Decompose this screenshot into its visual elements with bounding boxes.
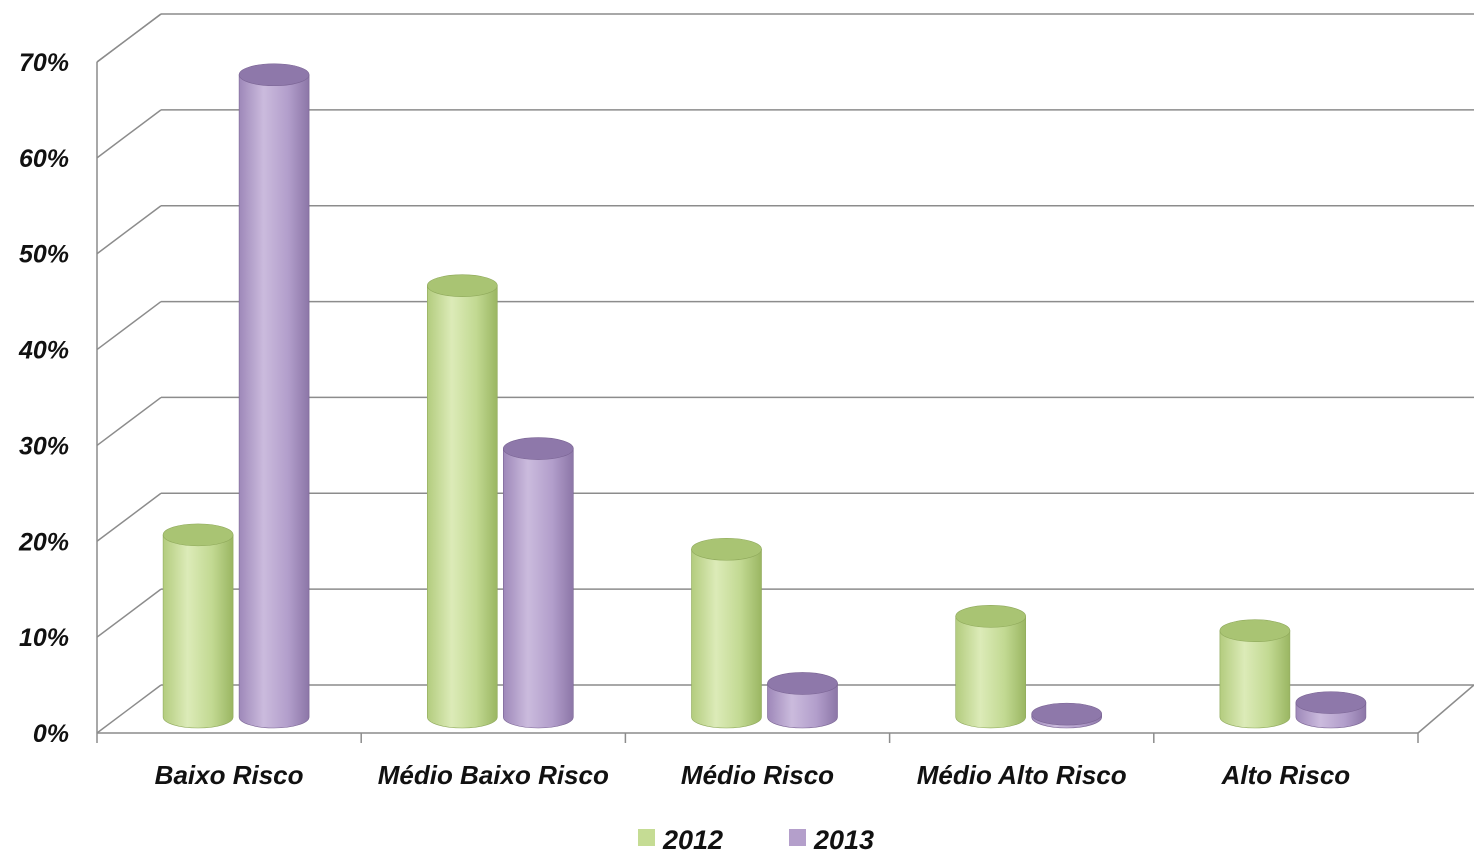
- gridline-side: [96, 396, 162, 447]
- bar-2013-0: [238, 63, 310, 729]
- bar-body: [691, 548, 762, 729]
- legend-item-2013: 2013: [789, 825, 874, 852]
- bar-2012-0: [162, 523, 234, 729]
- legend-label: 2013: [813, 825, 874, 852]
- y-tick-label: 70%: [19, 49, 69, 77]
- bar-2012-3: [955, 605, 1027, 729]
- bar-2013-1: [502, 437, 574, 729]
- x-category-label: Alto Risco: [1221, 760, 1351, 790]
- legend-swatch: [789, 829, 806, 846]
- legend-item-2012: 2012: [638, 825, 723, 852]
- bar-2012-4: [1219, 619, 1291, 729]
- y-tick-label: 20%: [18, 528, 69, 556]
- x-category-label: Médio Risco: [681, 760, 834, 790]
- legend-swatch: [638, 829, 655, 846]
- bar-top: [502, 437, 574, 460]
- gridlines: [96, 13, 1474, 734]
- gridline-side: [96, 492, 162, 542]
- axis-labels: 0% 10% 20% 30% 40% 50% 60% 70% Baixo Risco Médio …: [18, 49, 1350, 790]
- bar-body: [427, 285, 498, 729]
- bar-top: [426, 274, 498, 297]
- bar-top: [1295, 691, 1367, 714]
- bar-body: [955, 616, 1026, 729]
- gridline-side: [96, 205, 162, 255]
- legend-label: 2012: [662, 825, 723, 852]
- y-tick-label: 40%: [18, 337, 69, 365]
- floor-edge-right: [1417, 684, 1474, 734]
- gridline-side: [96, 300, 162, 351]
- bar-body: [1219, 630, 1291, 729]
- legend: 2012 2013: [638, 825, 874, 852]
- y-tick-label: 0%: [33, 720, 69, 748]
- bar-body: [503, 448, 574, 729]
- bar-2012-2: [691, 537, 762, 729]
- y-tick-label: 30%: [19, 432, 69, 460]
- bar-top: [162, 523, 234, 547]
- bar-top: [1219, 619, 1291, 643]
- bar-2012-1: [426, 274, 498, 729]
- bar-top: [238, 63, 310, 87]
- y-tick-label: 50%: [19, 241, 69, 269]
- y-tick-label: 60%: [19, 145, 69, 173]
- bar-body: [238, 74, 310, 729]
- x-category-label: Médio Alto Risco: [917, 760, 1127, 790]
- bar-2013-4: [1295, 691, 1367, 729]
- gridline-side: [96, 109, 162, 159]
- bars: [162, 63, 1367, 729]
- bar-top: [1031, 702, 1102, 726]
- bar-top: [691, 537, 762, 561]
- bar-top: [955, 605, 1027, 628]
- bar-body: [162, 534, 234, 729]
- y-tick-label: 10%: [19, 624, 69, 652]
- bar-top: [767, 672, 838, 695]
- gridline-side: [96, 684, 162, 734]
- bar-2013-3: [1031, 702, 1102, 729]
- bar-body: [767, 683, 838, 729]
- x-category-label: Baixo Risco: [155, 760, 304, 790]
- bar-2013-2: [767, 672, 838, 729]
- wall-top-edge: [96, 13, 162, 63]
- axes: [96, 13, 1474, 743]
- x-category-label: Médio Baixo Risco: [378, 760, 609, 790]
- gridline-side: [96, 588, 162, 638]
